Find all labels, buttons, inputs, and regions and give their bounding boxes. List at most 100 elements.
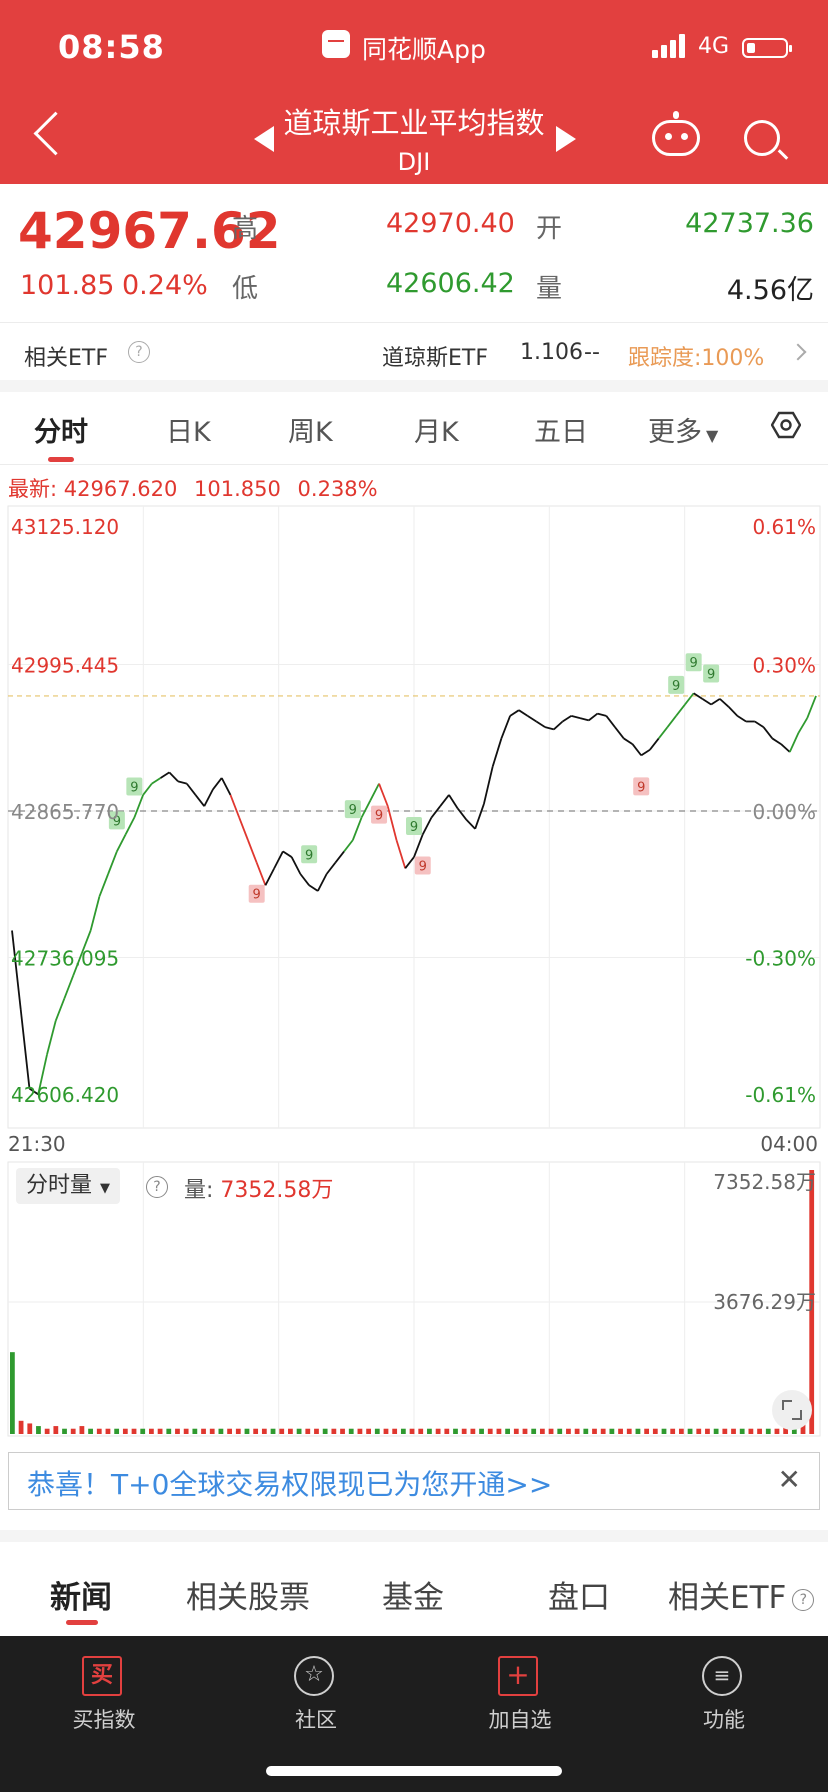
tab-more[interactable]: 更多 ▼ bbox=[648, 410, 718, 449]
low-value: 42606.42 bbox=[386, 268, 515, 299]
tab-underline bbox=[48, 457, 74, 462]
battery-icon bbox=[742, 38, 792, 58]
price-segment bbox=[46, 1020, 57, 1055]
tab-funds[interactable]: 基金 bbox=[382, 1580, 444, 1616]
chart-grid bbox=[8, 506, 820, 1128]
td-up-mark bbox=[703, 664, 720, 683]
price-segment bbox=[631, 743, 642, 756]
price-segment bbox=[351, 817, 363, 841]
assistant-robot-icon[interactable] bbox=[652, 111, 700, 156]
tab-weekly-k[interactable]: 周K bbox=[288, 417, 333, 448]
latest-change: 101.850 bbox=[194, 477, 281, 501]
tab-intraday[interactable]: 分时 bbox=[34, 417, 88, 448]
volume-bar bbox=[513, 1428, 519, 1434]
high-label: 高 bbox=[232, 214, 259, 244]
page-title: 道琼斯工业平均指数 bbox=[283, 106, 545, 140]
price-segment bbox=[247, 839, 258, 864]
promo-banner-text[interactable]: 恭喜！T+0全球交易权限现已为您开通>> bbox=[27, 1468, 553, 1501]
td-down-mark-label: 9 bbox=[375, 809, 383, 824]
volume-bar bbox=[218, 1428, 224, 1434]
volume-grid bbox=[8, 1162, 820, 1436]
y-tick-left: 42865.770 bbox=[11, 800, 119, 824]
td-down-mark-label: 9 bbox=[253, 888, 261, 903]
price-segment bbox=[343, 839, 354, 852]
volume-bar bbox=[696, 1428, 702, 1434]
volume-bar bbox=[757, 1428, 762, 1434]
fullscreen-icon[interactable] bbox=[772, 1390, 812, 1430]
prev-index-icon[interactable] bbox=[254, 126, 274, 152]
price-segment bbox=[413, 834, 424, 858]
latest-row: 最新: 42967.620 101.850 0.238% bbox=[8, 473, 378, 503]
price-segment bbox=[456, 807, 468, 821]
promo-banner[interactable]: 恭喜！T+0全球交易权限现已为您开通>> ✕ bbox=[8, 1452, 820, 1510]
volume-bar bbox=[409, 1428, 415, 1434]
price-segment bbox=[614, 726, 625, 739]
volume-selector-label: 分时量 bbox=[26, 1173, 93, 1198]
price-segment bbox=[395, 839, 407, 869]
tab-more-label: 更多 bbox=[648, 417, 702, 448]
volume-bar bbox=[261, 1428, 267, 1434]
chevron-right-icon[interactable] bbox=[789, 343, 807, 361]
price-segment bbox=[500, 715, 511, 739]
volume-bar bbox=[253, 1428, 259, 1434]
caret-down-icon: ▼ bbox=[706, 426, 719, 445]
next-index-icon[interactable] bbox=[556, 126, 576, 152]
tab-monthly-k[interactable]: 月K bbox=[414, 417, 459, 448]
open-label: 开 bbox=[536, 214, 563, 244]
etf-name[interactable]: 道琼斯ETF bbox=[382, 346, 488, 371]
volume-bar bbox=[400, 1428, 406, 1434]
tab-related-stocks[interactable]: 相关股票 bbox=[186, 1580, 310, 1616]
price-segment bbox=[177, 780, 188, 785]
volume-bar bbox=[175, 1428, 180, 1434]
volume-bar bbox=[62, 1428, 67, 1434]
signal-icon bbox=[652, 34, 692, 58]
volume-bar bbox=[279, 1428, 285, 1434]
td-down-mark bbox=[633, 777, 650, 796]
tab-five-day[interactable]: 五日 bbox=[534, 417, 588, 448]
search-icon[interactable] bbox=[744, 120, 780, 156]
help-icon[interactable]: ? bbox=[146, 1176, 168, 1198]
volume-bar bbox=[374, 1428, 380, 1434]
volume-selector[interactable]: 分时量 ▼ bbox=[16, 1168, 121, 1204]
volume-readout: 量: 7352.58万 bbox=[184, 1172, 333, 1204]
price-segment bbox=[238, 817, 249, 841]
price-change-pct: 0.24% bbox=[122, 270, 208, 301]
volume-bar bbox=[392, 1428, 398, 1434]
bottom-nav: 买 买指数 ☆ 社区 + 加自选 ≡ 功能 bbox=[0, 1636, 828, 1792]
volume-bar bbox=[548, 1428, 554, 1434]
volume-chart[interactable] bbox=[0, 1160, 828, 1440]
volume-tick-mid: 3676.29万 bbox=[713, 1290, 816, 1314]
volume-bar bbox=[635, 1428, 641, 1434]
tab-order-book[interactable]: 盘口 bbox=[548, 1580, 610, 1616]
settings-hexagon-icon[interactable] bbox=[771, 410, 801, 440]
price-segment bbox=[710, 698, 721, 706]
price-segment bbox=[788, 732, 800, 753]
help-icon[interactable]: ? bbox=[792, 1588, 815, 1611]
price-segment bbox=[797, 717, 809, 734]
tab-news[interactable]: 新闻 bbox=[50, 1580, 112, 1616]
price-segment bbox=[63, 975, 75, 999]
price-segment bbox=[649, 737, 660, 751]
td-up-mark bbox=[685, 653, 702, 672]
price-segment bbox=[448, 794, 459, 809]
td-up-mark-label: 9 bbox=[113, 814, 121, 829]
price-segment bbox=[299, 873, 310, 886]
price-segment bbox=[771, 737, 782, 745]
x-tick-end: 04:00 bbox=[760, 1132, 818, 1156]
price-segment bbox=[509, 709, 520, 717]
help-icon[interactable]: ? bbox=[128, 341, 150, 363]
latest-pct: 0.238% bbox=[297, 477, 378, 501]
tab-related-etf[interactable]: 相关ETF? bbox=[668, 1572, 815, 1617]
td-down-mark-label: 9 bbox=[637, 780, 645, 795]
y-tick-left: 42606.420 bbox=[11, 1083, 119, 1107]
price-segment bbox=[588, 712, 599, 722]
latest-label: 最新: bbox=[8, 477, 58, 501]
td-up-mark-label: 9 bbox=[707, 668, 715, 683]
volume-bar bbox=[574, 1428, 580, 1434]
volume-bar bbox=[348, 1428, 354, 1434]
close-icon[interactable]: ✕ bbox=[777, 1463, 801, 1496]
volume-bar bbox=[201, 1428, 206, 1434]
tab-daily-k[interactable]: 日K bbox=[166, 417, 211, 448]
td-up-mark bbox=[668, 675, 685, 694]
